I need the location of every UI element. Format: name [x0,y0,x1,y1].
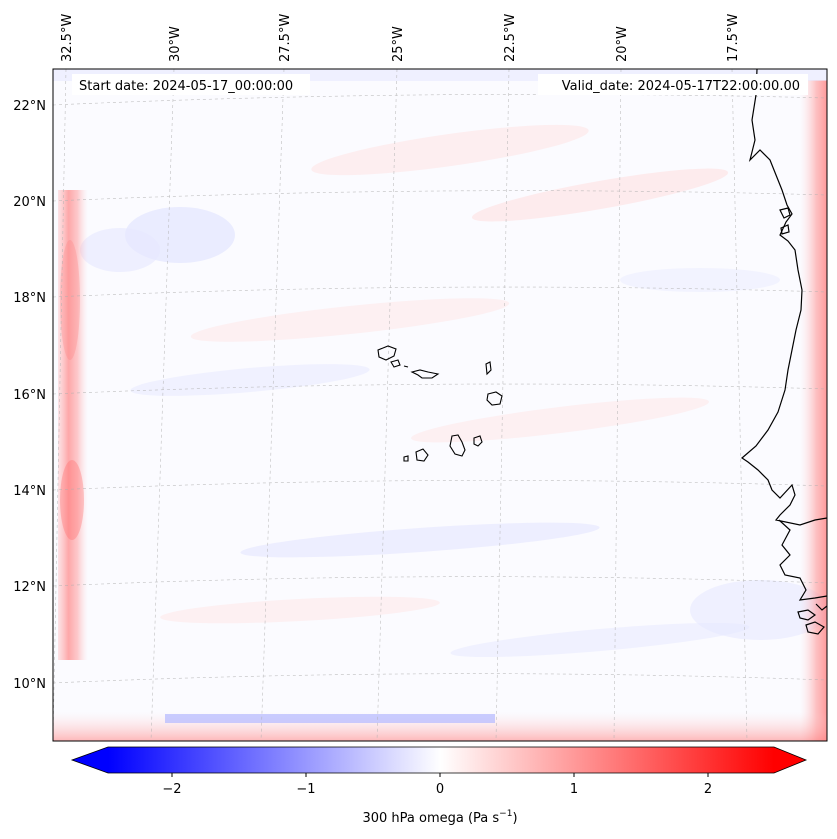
lat-label: 18°N [13,291,46,306]
lon-label: 22.5°W [503,14,518,62]
lat-label: 22°N [13,99,46,114]
date-header: Start date: 2024-05-17_00:00:00 Valid_da… [72,74,808,95]
colorbar-max-extend [774,747,806,773]
brava-island [403,455,409,462]
colorbar-tick-label: −1 [296,782,315,797]
left-boundary-band [58,190,88,660]
colorbar-min-extend [72,747,108,773]
santa-luzia-island [403,365,409,368]
lat-label: 16°N [13,388,46,403]
start-date-label: Start date: 2024-05-17_00:00:00 [79,79,293,94]
sao-vicente-island [390,359,401,368]
fogo-island [415,448,429,462]
lon-label: 20°W [615,26,630,62]
colorbar-tick-label: 1 [570,782,578,797]
lat-label: 10°N [13,677,46,692]
boa-vista-island [486,391,503,406]
map-frame [52,68,828,742]
lon-label: 17.5°W [726,14,741,62]
map-gridlines [52,68,828,742]
lon-label: 30°W [168,26,183,62]
santo-antao-island [377,345,397,361]
santiago-island [449,434,466,457]
colorbar-label: 300 hPa omega (Pa s−1) [362,809,517,826]
bottom-blue-streak [165,714,495,723]
africa-coastline [741,68,828,526]
colorbar-tick-label: 2 [704,782,712,797]
lat-label: 12°N [13,580,46,595]
colorbar-tick-label: 0 [436,782,444,797]
lon-label: 25°W [391,26,406,62]
map-plot-area [52,68,828,742]
coastlines [741,68,828,635]
omega-field [53,69,827,741]
right-boundary-band [800,80,827,741]
lon-label: 32.5°W [60,14,75,62]
lat-label: 14°N [13,484,46,499]
maio-island [473,435,483,447]
colorbar-outline [70,746,808,774]
lon-label: 27.5°W [278,14,293,62]
sao-nicolau-island [410,369,440,379]
longitude-labels: 32.5°W 30°W 27.5°W 25°W 22.5°W 20°W 17.5… [60,14,741,62]
colorbar: −2 −1 0 1 2 300 hPa omega (Pa s−1) [70,746,808,826]
colorbar-tick-marks [171,773,709,777]
lat-label: 20°N [13,195,46,210]
colorbar-tick-label: −2 [162,782,181,797]
colorbar-gradient [108,747,774,773]
valid-date-box [538,74,808,95]
valid-date-label: Valid_date: 2024-05-17T22:00:00.00 [562,79,800,94]
start-date-box [72,74,310,95]
latitude-labels: 22°N 20°N 18°N 16°N 14°N 12°N 10°N [13,99,46,692]
sal-island [485,361,492,376]
cabo-verde-islands [377,345,503,462]
